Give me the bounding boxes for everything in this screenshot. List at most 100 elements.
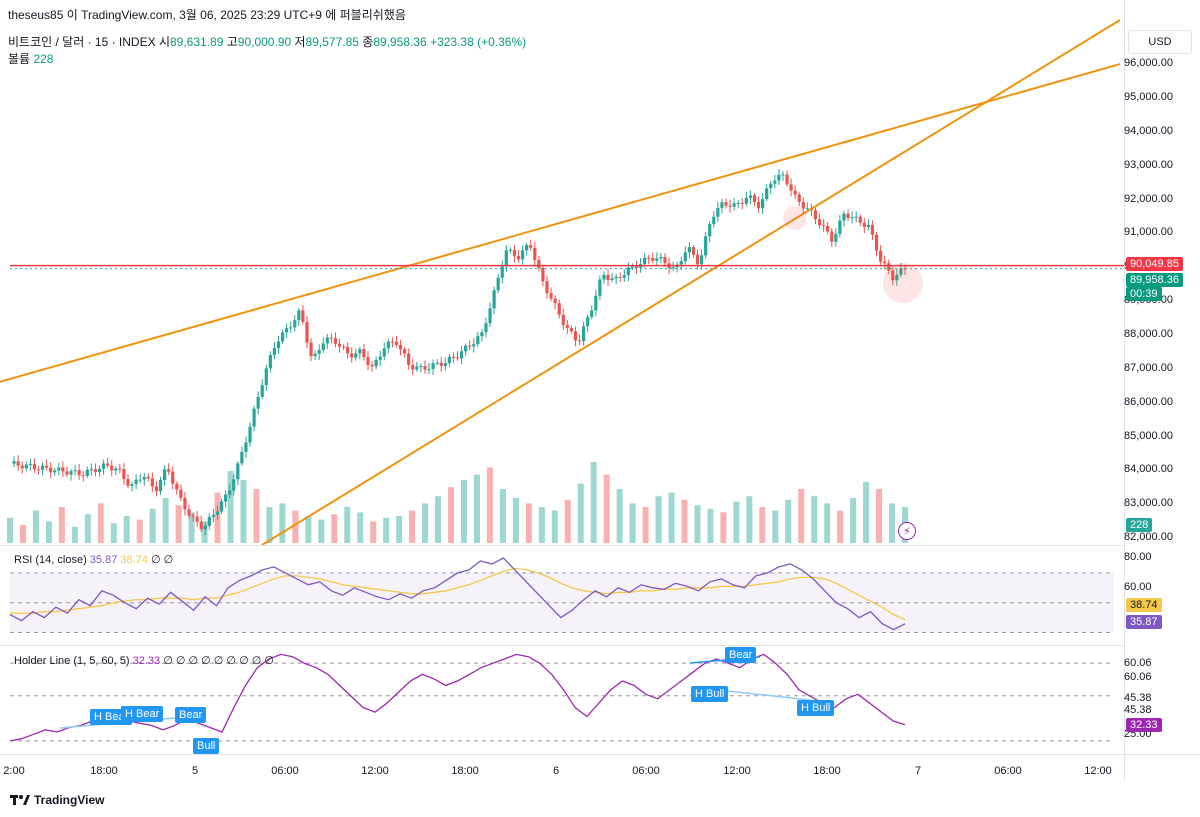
volume-bar xyxy=(590,462,597,543)
candle-body xyxy=(472,344,476,347)
candle-body xyxy=(480,332,484,337)
volume-bar xyxy=(785,499,792,543)
volume-bar xyxy=(19,525,26,543)
candle-body xyxy=(537,259,541,268)
rsi-ma-value: 38.74 xyxy=(120,554,148,566)
candle-body xyxy=(838,220,842,234)
candle-body xyxy=(199,521,203,530)
high-label: 고 xyxy=(226,35,238,49)
pane-divider-holder xyxy=(0,645,1124,646)
candle-body xyxy=(203,525,207,530)
rsi-tick-label: 60.00 xyxy=(1124,580,1152,593)
candle-body xyxy=(224,494,228,502)
volume-bar xyxy=(97,503,104,543)
open-value: 89,631.89 xyxy=(169,35,224,49)
candle-body xyxy=(655,258,659,261)
volume-bar xyxy=(486,467,493,543)
candle-body xyxy=(179,489,183,498)
candle-body xyxy=(423,366,427,370)
candle-body xyxy=(728,205,732,207)
candle-body xyxy=(549,293,553,299)
candle-body xyxy=(582,326,586,342)
time-tick-label: 12:00 xyxy=(361,765,389,777)
volume-bar xyxy=(435,496,442,543)
volume-bar xyxy=(863,481,870,543)
volume-bar xyxy=(292,510,299,543)
candle-body xyxy=(683,252,687,262)
volume-bar xyxy=(253,489,260,543)
candle-body xyxy=(586,317,590,327)
candle-body xyxy=(419,366,423,368)
candle-body xyxy=(16,461,20,466)
rsi-tick-label: 80.00 xyxy=(1124,550,1152,563)
candle-body xyxy=(382,348,386,357)
volume-bar xyxy=(448,487,455,543)
candle-body xyxy=(110,465,114,471)
candle-body xyxy=(378,356,382,360)
candle-body xyxy=(65,471,69,475)
candle-body xyxy=(748,195,753,198)
time-tick-label: 5 xyxy=(191,765,199,777)
price-tick-label: 94,000.00 xyxy=(1124,124,1173,137)
candle-body xyxy=(374,359,378,367)
tradingview-logo[interactable]: TradingView xyxy=(10,793,104,807)
candle-body xyxy=(276,341,281,348)
volume-bar xyxy=(850,498,857,543)
candle-body xyxy=(407,353,411,365)
candle-body xyxy=(512,249,517,257)
candle-body xyxy=(162,469,167,481)
candle-body xyxy=(69,471,73,475)
candle-body xyxy=(797,194,801,202)
candle-body xyxy=(305,322,309,343)
candle-body xyxy=(366,357,370,365)
rsi-legend[interactable]: RSI (14, close) 35.87 38.74 ∅ ∅ xyxy=(14,553,173,566)
volume-bar xyxy=(136,519,143,543)
candle-body xyxy=(720,202,724,208)
volume-bar xyxy=(499,489,506,543)
candle-body xyxy=(708,224,712,237)
lightning-icon[interactable]: ⚡ xyxy=(898,522,916,540)
volume-bar xyxy=(396,516,403,543)
candle-body xyxy=(793,190,797,195)
price-tick-label: 96,000.00 xyxy=(1124,57,1173,70)
candle-body xyxy=(73,470,77,472)
time-tick-label: 18:00 xyxy=(813,765,841,777)
price-tick-label: 83,000.00 xyxy=(1124,497,1173,510)
price-tick-label: 88,000.00 xyxy=(1124,328,1173,340)
candle-body xyxy=(671,267,675,269)
candle-body xyxy=(492,290,496,309)
candle-body xyxy=(435,362,439,364)
high-value: 90,000.90 xyxy=(237,35,292,49)
candle-body xyxy=(756,202,761,209)
holder-legend[interactable]: Holder Line (1, 5, 60, 5) 32.33 ∅ ∅ ∅ ∅ … xyxy=(14,654,274,667)
candle-body xyxy=(346,346,350,354)
currency-button[interactable]: USD xyxy=(1128,30,1192,54)
candle-body xyxy=(195,516,199,522)
candle-body xyxy=(240,451,244,464)
candle-body xyxy=(321,343,325,350)
candle-body xyxy=(614,276,618,279)
open-label: 시 xyxy=(158,35,170,49)
holder-tick-label: 60.06 xyxy=(1124,657,1152,669)
candle-body xyxy=(716,207,720,217)
volume-bar xyxy=(84,514,91,543)
volume-bar xyxy=(149,508,156,543)
candle-body xyxy=(207,516,211,526)
volume-bar xyxy=(460,480,467,543)
candle-body xyxy=(329,337,333,339)
price-axis-border xyxy=(1124,0,1125,780)
candle-body xyxy=(785,174,789,185)
volume-bar xyxy=(629,503,636,543)
volume-label: 볼륨 xyxy=(8,52,31,66)
volume-bar xyxy=(162,498,169,543)
candle-body xyxy=(643,257,647,265)
candle-body xyxy=(411,364,415,370)
candle-body xyxy=(659,256,663,259)
symbol-name[interactable]: 비트코인 / 달러 · 15 · INDEX xyxy=(8,35,156,49)
candle-body xyxy=(191,515,195,517)
volume-legend: 볼륨 228 xyxy=(8,50,53,67)
candle-body xyxy=(289,327,293,329)
candle-body xyxy=(354,353,358,358)
